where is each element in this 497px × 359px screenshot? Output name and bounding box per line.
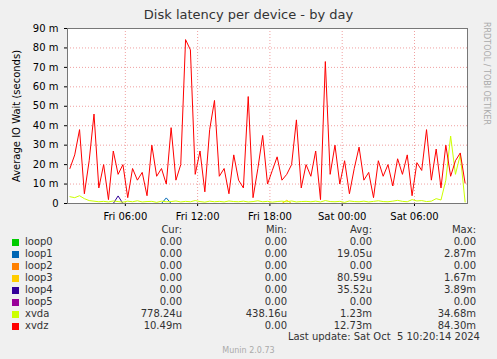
svg-text:50 m: 50 m [33, 100, 59, 111]
html-text:xvdz: xvdz [25, 320, 49, 331]
html-text:0.00: 0.00 [159, 272, 182, 283]
html-text:0.00: 0.00 [264, 236, 287, 247]
html-text:loop0: loop0 [25, 236, 53, 247]
html-text:0.00: 0.00 [349, 296, 372, 307]
html-text:loop1: loop1 [25, 248, 53, 259]
html-text:Cur:: Cur: [161, 224, 182, 235]
html-text:2.87m: 2.87m [444, 248, 476, 259]
html-text:3.89m: 3.89m [444, 284, 476, 295]
svg-text:Fri 06:00: Fri 06:00 [103, 211, 147, 222]
html-text:10.49m: 10.49m [143, 320, 182, 331]
svg-text:Fri 12:00: Fri 12:00 [176, 211, 220, 222]
html-text:12.73m: 12.73m [333, 320, 372, 331]
html-text:loop4: loop4 [25, 284, 53, 295]
svg-text:Sat 00:00: Sat 00:00 [318, 211, 366, 222]
html-text:RRDTOOL / TOBI OETIKER: RRDTOOL / TOBI OETIKER [482, 22, 491, 125]
html-text:Disk latency per device - by d: Disk latency per device - by day [143, 7, 354, 22]
svg-text:30 m: 30 m [33, 139, 59, 150]
html-text:1.67m: 1.67m [444, 272, 476, 283]
svg-text:Sat 06:00: Sat 06:00 [390, 211, 438, 222]
html-text:xvda: xvda [25, 308, 50, 319]
html-text:1.23m: 1.23m [340, 308, 372, 319]
html-text:0.00: 0.00 [159, 236, 182, 247]
svg-text:20 m: 20 m [33, 159, 59, 170]
html-text:34.68m: 34.68m [437, 308, 476, 319]
html-text:0.00: 0.00 [159, 296, 182, 307]
svg-text:40 m: 40 m [33, 120, 59, 131]
html-text:0.00: 0.00 [453, 236, 476, 247]
html-text:0.00: 0.00 [159, 284, 182, 295]
svg-text:Fri 18:00: Fri 18:00 [248, 211, 292, 222]
html-text:Min:: Min: [265, 224, 287, 235]
html-text:778.24u: 778.24u [140, 308, 182, 319]
html-text:Max:: Max: [452, 224, 476, 235]
html-text:0.00: 0.00 [264, 272, 287, 283]
html-text:Last update: Sat Oct 5 10:20:1: Last update: Sat Oct 5 10:20:14 2024 [287, 331, 480, 342]
svg-text:10 m: 10 m [33, 178, 59, 189]
html-text:Munin 2.0.73: Munin 2.0.73 [222, 346, 275, 355]
svg-text:Average IO Wait (seconds): Average IO Wait (seconds) [11, 50, 22, 182]
html-text:Avg:: Avg: [350, 224, 372, 235]
svg-text:80 m: 80 m [33, 42, 59, 53]
html-text:0.00: 0.00 [159, 248, 182, 259]
svg-text:0: 0 [52, 198, 58, 209]
html-text:0.00: 0.00 [453, 260, 476, 271]
html-text:19.05u: 19.05u [337, 248, 372, 259]
html-text:loop5: loop5 [25, 296, 53, 307]
html-text:loop3: loop3 [25, 272, 53, 283]
svg-text:90 m: 90 m [33, 23, 59, 34]
html-text:0.00: 0.00 [453, 296, 476, 307]
html-text:0.00: 0.00 [264, 260, 287, 271]
html-text:0.00: 0.00 [264, 284, 287, 295]
html-text:35.52u: 35.52u [337, 284, 372, 295]
html-text:0.00: 0.00 [264, 248, 287, 259]
html-text:0.00: 0.00 [349, 236, 372, 247]
html-text:0.00: 0.00 [264, 296, 287, 307]
svg-text:60 m: 60 m [33, 81, 59, 92]
svg-text:70 m: 70 m [33, 62, 59, 73]
html-text:84.30m: 84.30m [437, 320, 476, 331]
html-text:loop2: loop2 [25, 260, 53, 271]
html-text:0.00: 0.00 [349, 260, 372, 271]
html-text:0.00: 0.00 [159, 260, 182, 271]
html-text:0.00: 0.00 [264, 320, 287, 331]
html-text:80.59u: 80.59u [337, 272, 372, 283]
html-text:438.16u: 438.16u [245, 308, 287, 319]
